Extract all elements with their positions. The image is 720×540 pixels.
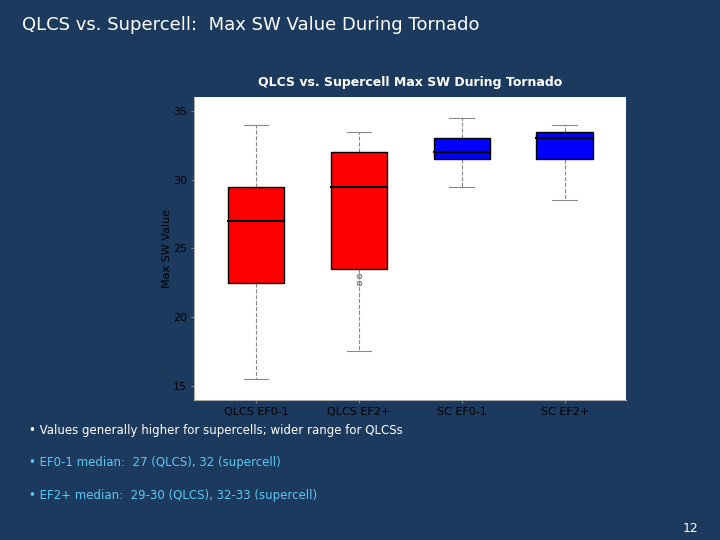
Text: • Values generally higher for supercells; wider range for QLCSs: • Values generally higher for supercells… (29, 424, 402, 437)
Text: QLCS vs. Supercell:  Max SW Value During Tornado: QLCS vs. Supercell: Max SW Value During … (22, 16, 479, 34)
Bar (433, 138, 490, 159)
Text: • EF0-1 median:  27 (QLCS), 32 (supercell): • EF0-1 median: 27 (QLCS), 32 (supercell… (29, 456, 281, 469)
Y-axis label: Max SW Value: Max SW Value (162, 209, 172, 288)
Bar (228, 186, 284, 283)
Bar (330, 152, 387, 269)
Text: 12: 12 (683, 522, 698, 535)
Text: • EF2+ median:  29-30 (QLCS), 32-33 (supercell): • EF2+ median: 29-30 (QLCS), 32-33 (supe… (29, 489, 317, 502)
Bar (536, 132, 593, 159)
Text: QLCS vs. Supercell Max SW During Tornado: QLCS vs. Supercell Max SW During Tornado (258, 76, 562, 89)
